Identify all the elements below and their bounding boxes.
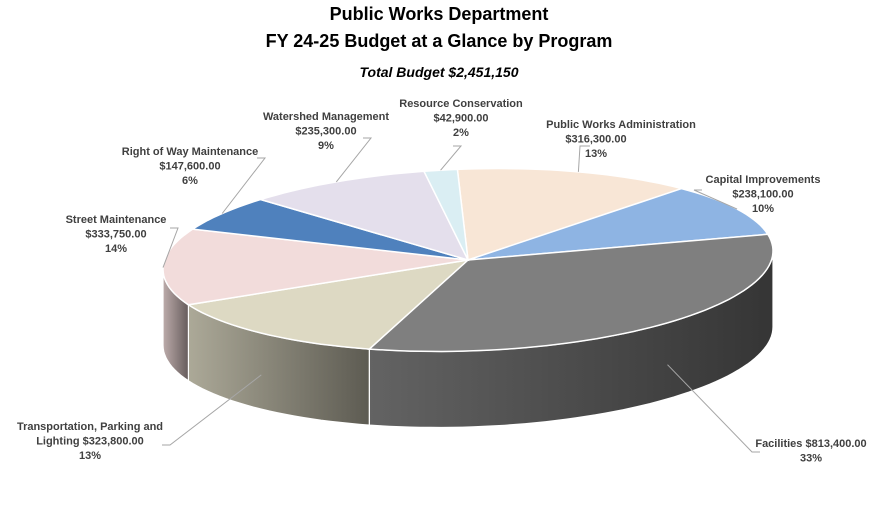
pie-sides	[162, 250, 774, 429]
slice-label: Watershed Management	[263, 111, 389, 123]
slice-percent: 13%	[79, 450, 101, 462]
slice-value: $316,300.00	[565, 134, 626, 146]
chart-subtitle: FY 24-25 Budget at a Glance by Program	[265, 31, 613, 51]
slice-label: Transportation, Parking and	[17, 421, 163, 433]
slice-label: Capital Improvements	[706, 174, 821, 186]
slice-label: Public Works Administration	[546, 119, 696, 131]
slice-label: Resource Conservation	[399, 98, 523, 110]
slice-label: Facilities $813,400.00	[755, 438, 866, 450]
pie-slice	[190, 198, 469, 261]
pie-slice	[162, 228, 469, 306]
leader-line	[577, 145, 590, 172]
slice-value: $238,100.00	[732, 189, 793, 201]
leader-line	[335, 137, 373, 183]
slice-percent: 9%	[318, 140, 334, 152]
slice-value: $42,900.00	[433, 113, 488, 125]
leader-line	[221, 157, 267, 214]
slice-label: Street Maintenance	[66, 214, 167, 226]
slice-percent: 13%	[585, 148, 607, 160]
slice-value: $333,750.00	[85, 229, 146, 241]
slice-percent: 6%	[182, 175, 198, 187]
chart-title: Public Works Department	[329, 4, 549, 24]
slice-value: $235,300.00	[295, 126, 356, 138]
slice-value: $147,600.00	[159, 161, 220, 173]
leader-line	[162, 374, 262, 446]
leader-line	[162, 227, 179, 268]
slice-value: Lighting $323,800.00	[36, 436, 144, 448]
leader-line	[667, 364, 760, 453]
slice-percent: 2%	[453, 127, 469, 139]
slice-percent: 14%	[105, 243, 127, 255]
slice-percent: 33%	[800, 453, 822, 465]
data-labels: Public Works Administration $316,300.00 13…	[17, 98, 867, 465]
leader-lines	[162, 137, 760, 453]
chart-total-budget: Total Budget $2,451,150	[359, 64, 519, 80]
pie-slices	[162, 167, 774, 353]
leader-line	[440, 145, 463, 171]
pie-slice	[367, 233, 774, 353]
leader-line	[693, 189, 738, 210]
slice-label: Right of Way Maintenance	[122, 146, 259, 158]
pie-slice	[186, 258, 471, 350]
slice-percent: 10%	[752, 203, 774, 215]
